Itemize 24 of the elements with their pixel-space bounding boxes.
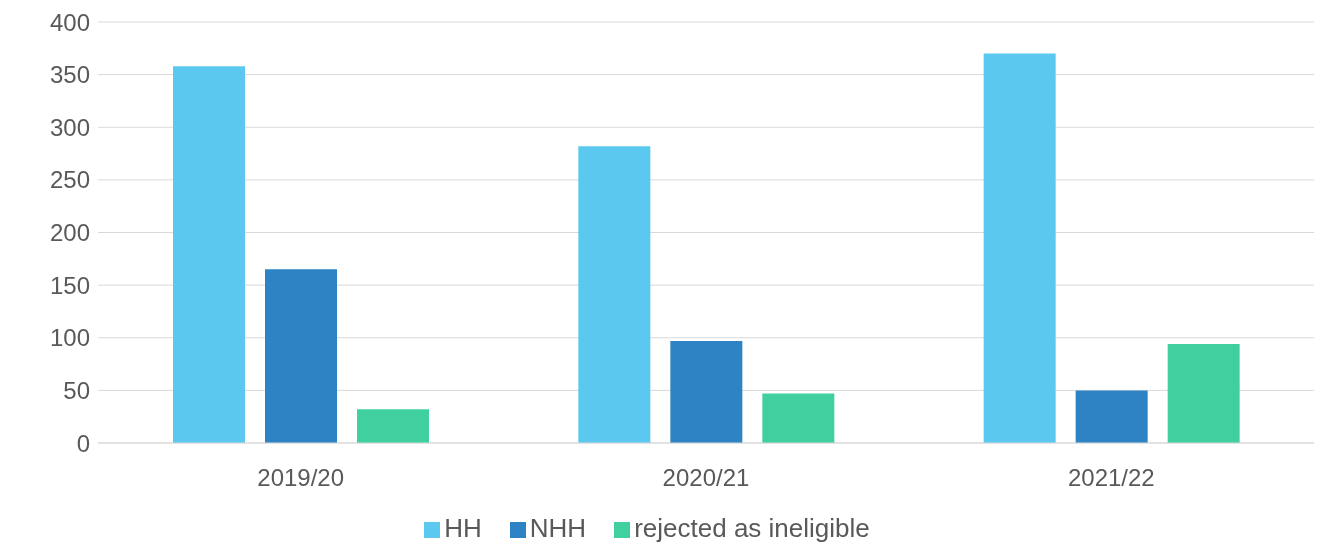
bar <box>578 146 651 443</box>
legend-label: rejected as ineligible <box>634 513 870 543</box>
bar <box>762 393 835 443</box>
y-tick-label: 100 <box>49 324 90 352</box>
y-tick-label: 0 <box>76 429 90 457</box>
x-tick-label: 2020/21 <box>662 464 750 492</box>
y-tick-label: 350 <box>49 61 90 89</box>
bar <box>1167 344 1240 443</box>
y-tick-label: 200 <box>49 219 90 247</box>
legend-label: NHH <box>529 513 587 543</box>
bar <box>173 66 245 443</box>
x-tick-label: 2021/22 <box>1067 464 1155 492</box>
x-tick-label: 2019/20 <box>257 464 345 492</box>
y-tick-label: 50 <box>63 376 90 404</box>
bar <box>357 409 429 443</box>
bar <box>1075 390 1148 443</box>
y-tick-label: 150 <box>49 271 90 299</box>
y-tick-label: 300 <box>49 113 90 141</box>
legend-label: HH <box>444 513 482 543</box>
bar <box>983 53 1056 443</box>
y-tick-label: 400 <box>49 8 90 36</box>
y-tick-label: 250 <box>49 166 90 194</box>
bar <box>670 340 743 443</box>
bar <box>265 269 337 443</box>
